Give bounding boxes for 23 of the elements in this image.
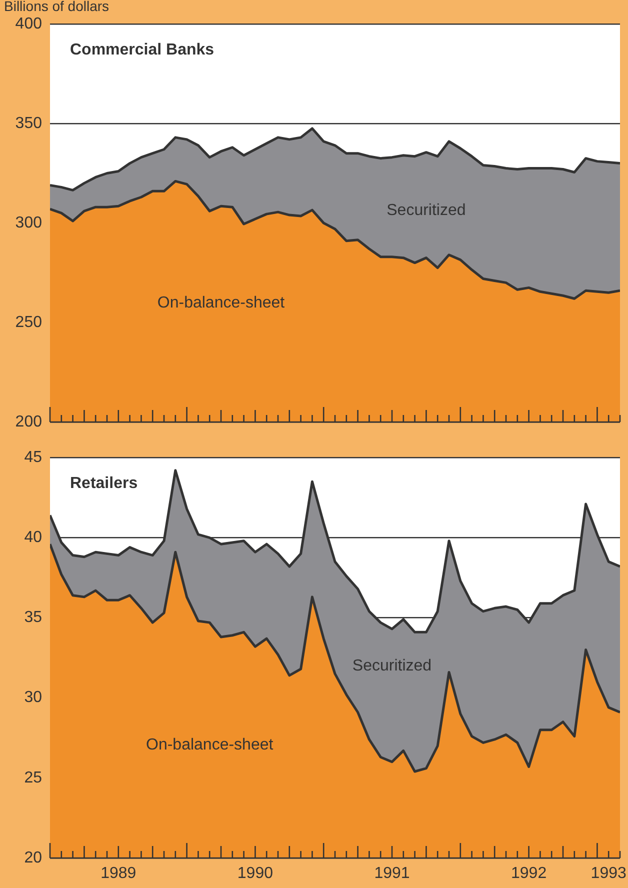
series-label: Securitized bbox=[352, 658, 432, 675]
y-tick-label: 350 bbox=[15, 114, 42, 132]
y-tick-label: 300 bbox=[15, 214, 42, 232]
x-tick-label: 1993 bbox=[590, 865, 626, 882]
x-tick-label: 1989 bbox=[100, 865, 136, 882]
y-tick-label: 250 bbox=[15, 314, 42, 331]
y-tick-label: 45 bbox=[24, 449, 42, 466]
y-tick-label: 35 bbox=[24, 609, 42, 626]
y-tick-label: 400 bbox=[15, 15, 42, 32]
y-tick-label: 40 bbox=[24, 529, 42, 546]
y-axis-title: Billions of dollars bbox=[4, 0, 110, 14]
x-tick-label: 1991 bbox=[374, 865, 410, 882]
y-tick-label: 30 bbox=[24, 689, 42, 706]
text: Retailers bbox=[70, 475, 138, 492]
text: Commercial Banks bbox=[70, 41, 214, 58]
y-tick-label: 20 bbox=[24, 849, 42, 866]
x-tick-label: 1990 bbox=[237, 865, 274, 882]
series-label: On-balance-sheet bbox=[157, 294, 286, 312]
series-label: On-balance-sheet bbox=[146, 736, 274, 754]
y-tick-label: 25 bbox=[24, 769, 42, 786]
x-tick-label: 1992 bbox=[511, 865, 547, 882]
y-tick-label: 200 bbox=[15, 413, 42, 430]
series-label: Securitized bbox=[386, 202, 466, 219]
